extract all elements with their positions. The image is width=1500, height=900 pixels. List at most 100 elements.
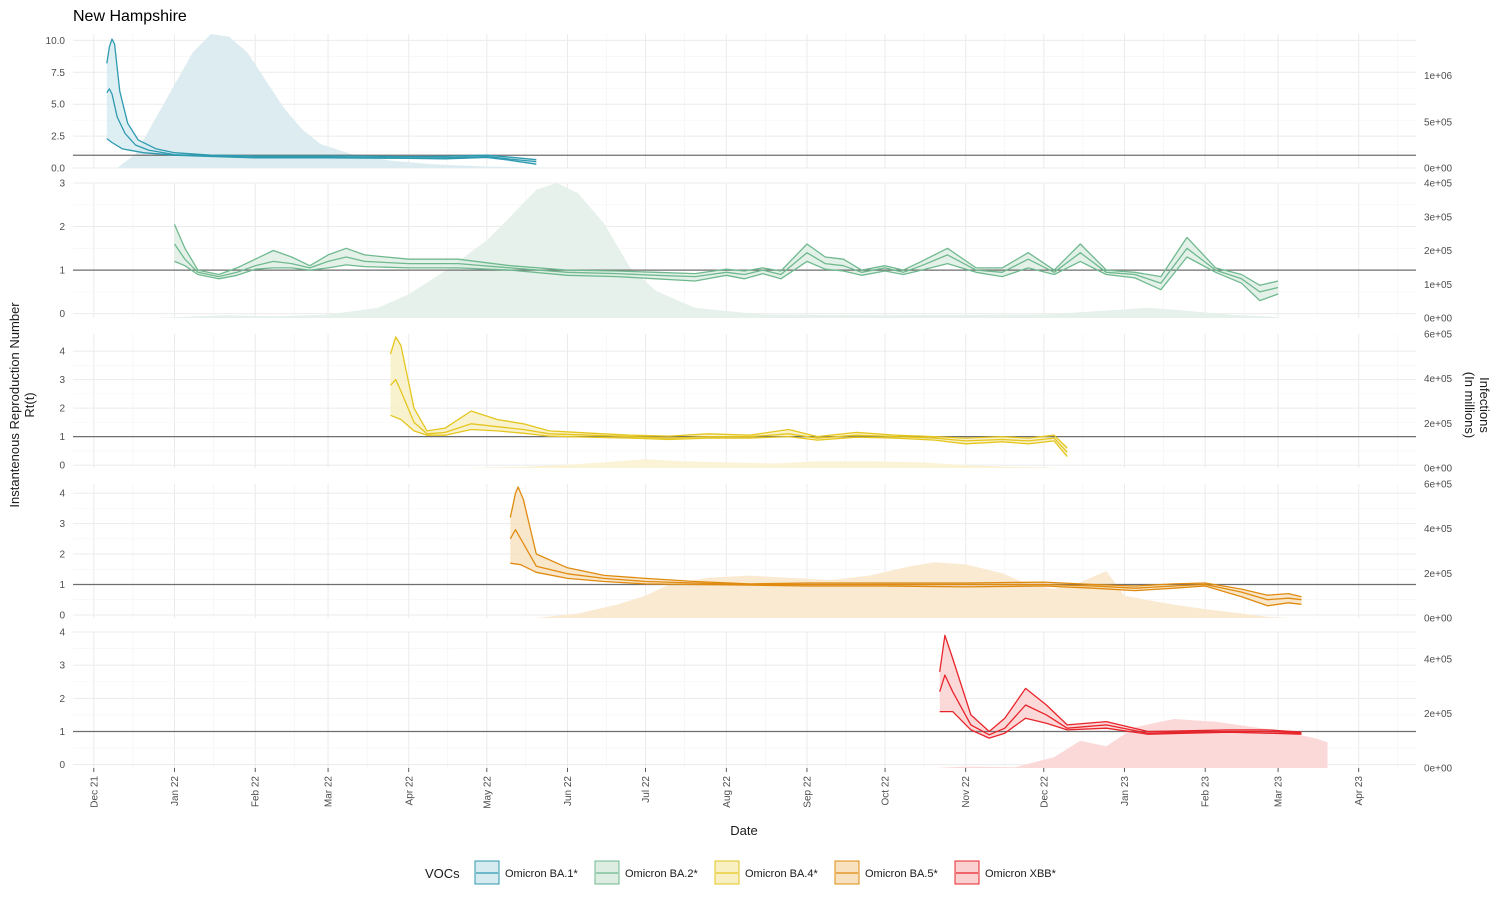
rt-lower-line xyxy=(939,710,1302,739)
rt-lower-line xyxy=(510,562,1302,607)
legend-label: Omicron BA.1* xyxy=(505,868,578,880)
legend-item: Omicron BA.4* xyxy=(714,860,818,885)
y-tick-label: 3 xyxy=(59,519,65,530)
y2-tick-label: 1e+05 xyxy=(1424,280,1453,291)
y-tick-label: 2 xyxy=(59,404,65,415)
y-tick-label: 4 xyxy=(59,347,65,358)
rt-median-line xyxy=(390,378,1068,453)
y2-tick-label: 0e+00 xyxy=(1424,164,1453,175)
y-tick-label: 0.0 xyxy=(51,164,65,175)
y-tick-label: 4 xyxy=(59,628,65,639)
x-axis-title: Date xyxy=(730,823,757,838)
legend-label: Omicron XBB* xyxy=(985,868,1057,880)
infections-area xyxy=(458,459,1068,468)
x-tick-label: Apr 23 xyxy=(1354,776,1365,806)
legend-item: Omicron BA.2* xyxy=(594,860,698,885)
y2-tick-label: 1e+06 xyxy=(1424,71,1453,82)
panel-1: 0.0 2.5 5.0 7.5 10.0 0e+00 5e+05 1e+06 xyxy=(46,34,1453,175)
rt-lower-line xyxy=(106,138,537,165)
x-tick-label: Jan 22 xyxy=(170,776,181,806)
rt-lower-line xyxy=(174,256,1279,302)
x-tick-label: Mar 23 xyxy=(1274,776,1285,808)
y-tick-label: 0 xyxy=(59,461,65,472)
x-tick-label: Jan 23 xyxy=(1120,776,1131,806)
x-tick-label: Sep 22 xyxy=(802,776,813,808)
y-tick-label: 2 xyxy=(59,222,65,233)
y-tick-label: 3 xyxy=(59,179,65,190)
rt-upper-line xyxy=(173,224,1279,286)
rt-median-line xyxy=(173,243,1279,293)
x-tick-label: May 22 xyxy=(482,776,493,809)
y2-axis-title: Infections (In millions) xyxy=(1462,372,1492,438)
y-tick-label: 2 xyxy=(59,694,65,705)
y-tick-label: 0 xyxy=(59,760,65,771)
y-tick-label: 0 xyxy=(59,610,65,621)
x-tick-label: Dec 21 xyxy=(89,776,100,808)
panel-3: 0 1 2 3 4 0e+00 2e+05 4e+05 6e+05 xyxy=(59,330,1452,475)
x-tick-label: Jul 22 xyxy=(641,776,652,803)
rt-lower-line xyxy=(390,414,1068,458)
legend: VOCs Omicron BA.1* Omicron BA.2* Omicron B… xyxy=(425,860,1057,885)
x-tick-label: Oct 22 xyxy=(881,776,892,806)
x-tick-label: Jun 22 xyxy=(563,776,574,806)
y-tick-label: 1 xyxy=(59,580,65,591)
rt-upper-line xyxy=(509,486,1302,598)
x-tick-label: Dec 22 xyxy=(1039,776,1050,808)
y2-axis-title-line-2: (In millions) xyxy=(1462,372,1477,438)
y2-tick-label: 4e+05 xyxy=(1424,179,1453,190)
y-axis-title: Instantenous Reproduction Number Rt(t) xyxy=(7,302,37,508)
legend-item: Omicron BA.5* xyxy=(834,860,938,885)
rt-upper-line xyxy=(939,634,1302,733)
y-tick-label: 0 xyxy=(59,309,65,320)
legend-item: Omicron BA.1* xyxy=(474,860,578,885)
y2-tick-label: 4e+05 xyxy=(1424,655,1453,666)
y2-tick-label: 5e+05 xyxy=(1424,117,1453,128)
panel-background xyxy=(73,334,1416,468)
y-tick-label: 10.0 xyxy=(46,36,66,47)
rt-median-line xyxy=(509,529,1302,601)
rt-median-line xyxy=(939,674,1302,736)
panel-4: 0 1 2 3 4 0e+00 2e+05 4e+05 6e+05 xyxy=(59,480,1452,625)
rt-band xyxy=(106,39,537,165)
chart-panels: 0.0 2.5 5.0 7.5 10.0 0e+00 5e+05 1e+06 0 1 2 3 0e+00… xyxy=(46,34,1453,775)
y2-tick-label: 2e+05 xyxy=(1424,419,1453,430)
y2-tick-label: 0e+00 xyxy=(1424,464,1453,475)
y-tick-label: 1 xyxy=(59,266,65,277)
y2-tick-label: 4e+05 xyxy=(1424,374,1453,385)
infections-area xyxy=(536,562,1289,618)
y-tick-label: 1 xyxy=(59,727,65,738)
infections-area xyxy=(156,183,1279,318)
x-tick-label: Feb 22 xyxy=(251,776,262,808)
y2-tick-label: 0e+00 xyxy=(1424,764,1453,775)
legend-label: Omicron BA.5* xyxy=(865,868,938,880)
legend-label: Omicron BA.4* xyxy=(745,868,818,880)
y-tick-label: 4 xyxy=(59,489,65,500)
x-tick-label: Mar 22 xyxy=(324,776,335,808)
y2-axis-title-line-1: Infections xyxy=(1477,377,1492,433)
legend-item: Omicron XBB* xyxy=(954,860,1057,885)
y2-tick-label: 2e+05 xyxy=(1424,709,1453,720)
y2-tick-label: 2e+05 xyxy=(1424,246,1453,257)
y-tick-label: 2.5 xyxy=(51,132,65,143)
y-tick-label: 5.0 xyxy=(51,100,65,111)
rt-upper-line xyxy=(389,336,1068,449)
y2-tick-label: 3e+05 xyxy=(1424,212,1453,223)
y2-tick-label: 2e+05 xyxy=(1424,569,1453,580)
x-tick-label: Feb 23 xyxy=(1201,776,1212,808)
panel-2: 0 1 2 3 0e+00 1e+05 2e+05 3e+05 4e+05 xyxy=(59,179,1452,325)
x-tick-label: Apr 22 xyxy=(404,776,415,806)
y2-tick-label: 0e+00 xyxy=(1424,314,1453,325)
y-axis-title-line-2: Rt(t) xyxy=(22,392,37,417)
x-tick-label: Aug 22 xyxy=(722,776,733,808)
y-axis-title-line-1: Instantenous Reproduction Number xyxy=(7,302,22,508)
infections-area xyxy=(117,34,550,168)
x-axis: Dec 21 Jan 22 Feb 22 Mar 22 Apr 22 May 22 Jun … xyxy=(89,768,1365,809)
y-tick-label: 3 xyxy=(59,375,65,386)
y2-tick-label: 6e+05 xyxy=(1424,330,1453,341)
rt-band xyxy=(939,635,1302,739)
y-tick-label: 1 xyxy=(59,432,65,443)
y-tick-label: 7.5 xyxy=(51,68,65,79)
panel-5: 0 1 2 3 4 0e+00 2e+05 4e+05 xyxy=(59,628,1452,775)
x-tick-label: Nov 22 xyxy=(961,776,972,808)
